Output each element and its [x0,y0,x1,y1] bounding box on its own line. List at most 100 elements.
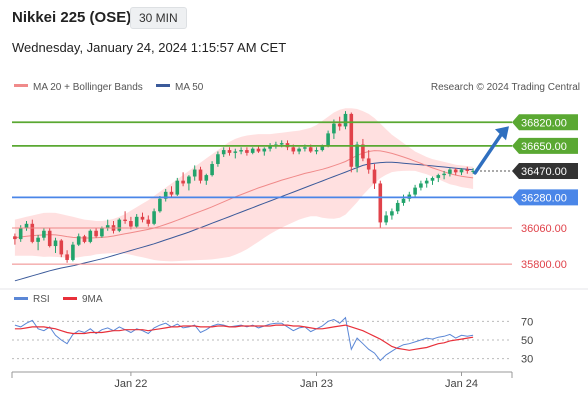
candle-body [210,163,214,176]
price-pane [13,108,475,282]
rsi-legend-label: RSI [33,294,50,305]
candle-body [326,133,330,146]
candle-body [105,225,110,228]
candle-body [343,113,348,127]
candle-body [198,169,203,181]
candle-body [140,216,145,220]
candle-body [100,227,104,237]
candle-body [47,230,52,247]
candle-body [82,236,87,242]
candle-body [76,236,81,245]
ma20-legend-swatch [14,84,28,87]
forecast-arrow-shaft [473,131,504,175]
candle-body [448,169,452,174]
candle-body [134,216,139,227]
rsi-legend-swatch [14,297,28,300]
candle-body [308,147,313,152]
candle-body [233,151,238,153]
forecast-arrow-head [495,126,509,141]
level-lines: 36820.00 36650.00 36280.00 36060.00 35800.00… [12,114,578,271]
candle-body [268,145,272,149]
rsi-tick-label: 70 [521,316,533,328]
ma50-legend-label: MA 50 [175,82,204,93]
candle-body [424,180,429,184]
candle-body [250,148,255,153]
source-credit: Research © 2024 Trading Central [431,82,580,93]
candle-body [175,180,180,195]
candle-body [471,170,475,172]
candle-body [146,219,151,224]
candle-body [169,191,174,195]
candle-body [303,147,307,149]
rsi-ma-legend-swatch [63,297,77,300]
candle-body [320,145,325,151]
candle-body [227,150,232,153]
rsi-ma-line [14,324,474,351]
candle-body [378,183,383,223]
ma50-legend-swatch [156,84,170,87]
candle-body [192,169,197,177]
current-price-label: 36470.00 [521,166,567,178]
price-legend: MA 20 + Bollinger Bands MA 50 Research ©… [14,82,580,93]
candle-body [59,240,64,255]
candle-body [94,230,98,237]
candle-body [291,147,296,152]
rsi-line [14,316,474,362]
candle-body [163,191,168,199]
rsi-ma-legend-label: 9MA [82,294,103,305]
resistance-level-tag [512,137,578,154]
candle-body [332,123,336,134]
candle-body [88,230,93,242]
candle-body [256,148,261,152]
timeframe-badge[interactable]: 30 MIN [130,7,187,29]
candle-body [239,150,243,152]
support-level-label: 35800.00 [521,259,567,271]
candle-body [245,150,249,153]
resistance-level-tag [512,114,578,131]
candle-body [65,254,69,260]
candle-body [436,175,441,178]
candle-body [355,144,359,167]
candle-body [13,236,17,240]
candle-body [395,202,400,212]
candle-body [361,144,365,159]
current-price-tag [512,162,578,179]
candle-body [314,150,319,152]
candle-body [152,211,156,224]
candle-body [216,154,220,164]
time-axis: Jan 22 Jan 23 Jan 24 [11,371,513,390]
candle-body [262,148,267,152]
time-axis-label: Jan 22 [114,378,147,390]
rsi-tick-label: 50 [521,335,533,347]
pivot-level-label: 36280.00 [521,192,567,204]
candle-body [453,169,458,173]
candle-body [53,240,58,247]
time-axis-label: Jan 24 [445,378,478,390]
chart-header: Nikkei 225 (OSE) 30 MIN [0,0,588,36]
rsi-legend: RSI 9MA [14,294,103,305]
candle-body [221,150,226,155]
candle-body [71,244,75,260]
rsi-pane: 70 50 30 [12,316,533,366]
candle-body [401,198,406,203]
candle-body [42,230,46,238]
candle-body [187,176,191,184]
candle-body [279,143,284,145]
candle-body [372,169,377,184]
time-axis-label: Jan 23 [300,378,333,390]
candle-body [158,198,162,212]
candle-body [18,227,23,240]
candle-body [36,237,40,242]
candle-body [129,221,133,227]
candle-body [430,177,435,181]
candle-body [181,180,185,184]
ma20-legend-label: MA 20 + Bollinger Bands [33,82,143,93]
candle-body [390,211,394,216]
pivot-level-tag [512,189,578,206]
candle-body [123,219,127,222]
candle-body [117,219,122,231]
candle-body [384,215,388,223]
candle-body [337,123,342,127]
candle-body [413,187,417,195]
